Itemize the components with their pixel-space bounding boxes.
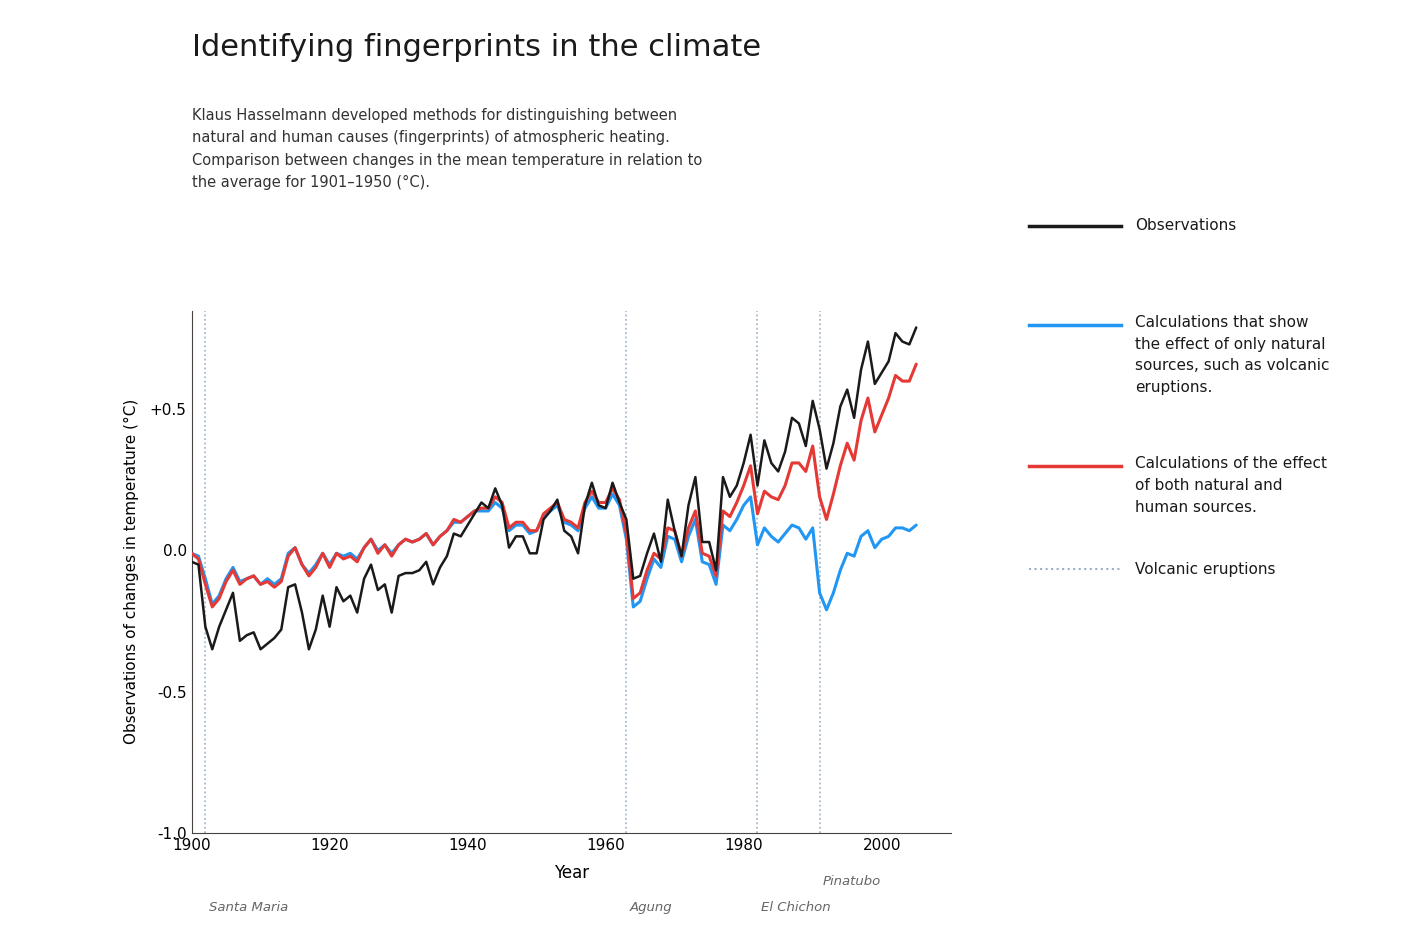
Text: Agung: Agung [630,901,673,914]
Text: Pinatubo: Pinatubo [823,874,881,887]
Y-axis label: Observations of changes in temperature (°C): Observations of changes in temperature (… [123,399,139,744]
Text: Volcanic eruptions: Volcanic eruptions [1135,562,1276,577]
Text: Calculations that show
the effect of only natural
sources, such as volcanic
erup: Calculations that show the effect of onl… [1135,315,1330,395]
Text: Klaus Hasselmann developed methods for distinguishing between
natural and human : Klaus Hasselmann developed methods for d… [192,108,702,190]
X-axis label: Year: Year [553,864,589,882]
Text: El Chichon: El Chichon [761,901,830,914]
Text: Identifying fingerprints in the climate: Identifying fingerprints in the climate [192,33,761,62]
Text: Santa Maria: Santa Maria [209,901,288,914]
Text: Calculations of the effect
of both natural and
human sources.: Calculations of the effect of both natur… [1135,456,1327,515]
Text: Observations: Observations [1135,218,1236,233]
